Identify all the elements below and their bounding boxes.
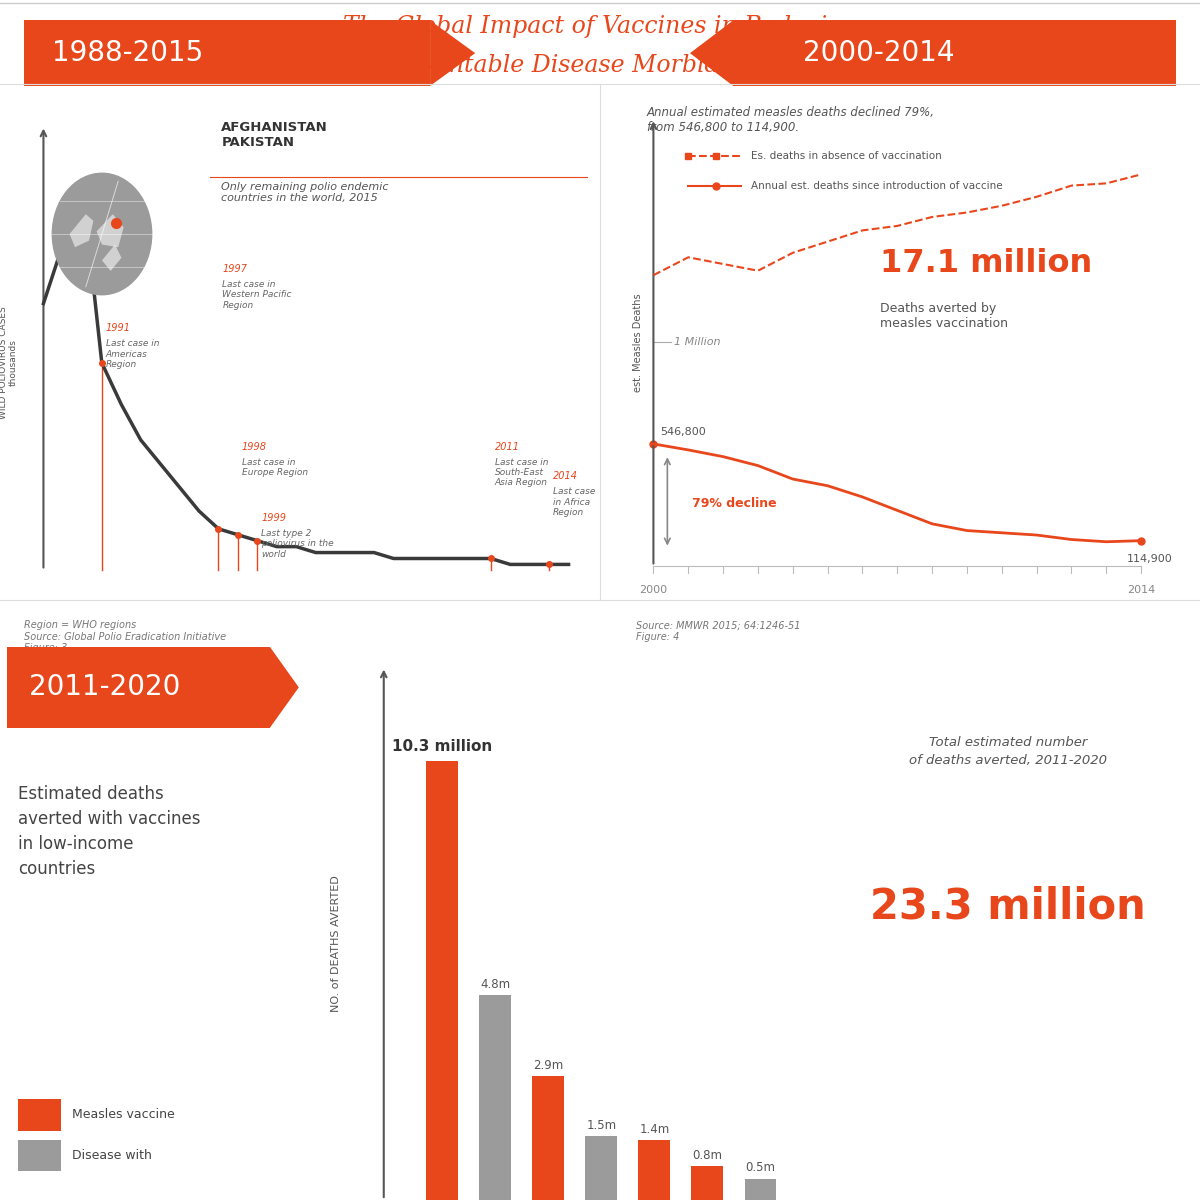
Text: 2.9m: 2.9m [533, 1058, 563, 1072]
Text: 1997: 1997 [222, 264, 247, 274]
Text: Only remaining polio endemic
countries in the world, 2015: Only remaining polio endemic countries i… [221, 181, 389, 203]
Bar [638, 1140, 671, 1200]
Text: 17.1 million: 17.1 million [880, 248, 1092, 280]
Text: Last case in
Americas
Region: Last case in Americas Region [106, 340, 160, 368]
FancyBboxPatch shape [18, 1140, 61, 1171]
Text: The Global Impact of Vaccines in Reducing: The Global Impact of Vaccines in Reducin… [343, 16, 857, 38]
Text: 1991: 1991 [106, 323, 131, 334]
Polygon shape [690, 20, 733, 86]
Text: 0.5m: 0.5m [745, 1162, 775, 1175]
Bar [691, 1166, 724, 1200]
Text: 2000-2014: 2000-2014 [803, 40, 955, 67]
Text: Measles vaccine: Measles vaccine [72, 1109, 175, 1121]
Polygon shape [96, 214, 124, 247]
Text: NO. of DEATHS AVERTED: NO. of DEATHS AVERTED [331, 876, 341, 1013]
Polygon shape [270, 647, 299, 727]
Text: 546,800: 546,800 [660, 427, 706, 437]
Bar [744, 1178, 776, 1200]
Text: 2014: 2014 [553, 472, 578, 481]
Text: AFGHANISTAN
PAKISTAN: AFGHANISTAN PAKISTAN [221, 121, 328, 149]
Text: 2014: 2014 [1127, 586, 1156, 595]
Text: 1999: 1999 [262, 512, 287, 523]
Text: 1 Million: 1 Million [674, 337, 721, 348]
Polygon shape [430, 20, 475, 86]
Text: Source: MMWR 2015; 64:1246-51
Figure: 4: Source: MMWR 2015; 64:1246-51 Figure: 4 [636, 620, 800, 642]
FancyBboxPatch shape [7, 647, 270, 727]
Text: Vaccine-Preventable Disease Morbidity and Mortality: Vaccine-Preventable Disease Morbidity an… [280, 54, 920, 77]
Text: Region = WHO regions
Source: Global Polio Eradication Initiative
Figure: 3: Region = WHO regions Source: Global Poli… [24, 620, 226, 653]
Text: Last case in
South-East
Asia Region: Last case in South-East Asia Region [494, 457, 548, 487]
Bar [586, 1136, 617, 1200]
Text: 10.3 million: 10.3 million [392, 739, 492, 754]
Text: Last type 2
poliovirus in the
world: Last type 2 poliovirus in the world [262, 529, 334, 559]
Text: Annual est. deaths since introduction of vaccine: Annual est. deaths since introduction of… [751, 180, 1002, 191]
Text: Last case
in Africa
Region: Last case in Africa Region [553, 487, 595, 517]
Polygon shape [70, 214, 94, 247]
Text: Total estimated number
of deaths averted, 2011-2020: Total estimated number of deaths averted… [910, 736, 1108, 767]
Text: Last case in
Europe Region: Last case in Europe Region [242, 457, 308, 478]
Text: 2011-2020: 2011-2020 [29, 673, 180, 701]
Text: Deaths averted by
measles vaccination: Deaths averted by measles vaccination [880, 302, 1008, 330]
Text: Annual estimated measles deaths declined 79%,
from 546,800 to 114,900.: Annual estimated measles deaths declined… [647, 106, 935, 134]
Text: est. Measles Deaths: est. Measles Deaths [632, 293, 643, 391]
Text: Disease with: Disease with [72, 1148, 152, 1162]
Text: Last case in
Western Pacific
Region: Last case in Western Pacific Region [222, 280, 292, 310]
Text: Es. deaths in absence of vaccination: Es. deaths in absence of vaccination [751, 151, 942, 162]
Text: 114,900: 114,900 [1127, 554, 1172, 564]
Text: WILD POLIOVIRUS CASES
thousands: WILD POLIOVIRUS CASES thousands [0, 306, 18, 419]
Text: 1.4m: 1.4m [640, 1123, 670, 1136]
Bar [426, 761, 458, 1200]
Text: 2011: 2011 [494, 442, 520, 451]
Circle shape [53, 173, 151, 295]
Polygon shape [102, 245, 121, 271]
Text: Estimated deaths
averted with vaccines
in low-income
countries: Estimated deaths averted with vaccines i… [18, 785, 200, 878]
Text: 79% decline: 79% decline [691, 497, 776, 510]
Text: 4.8m: 4.8m [480, 978, 510, 991]
FancyBboxPatch shape [733, 20, 1176, 86]
Text: 2000: 2000 [640, 586, 667, 595]
Text: 23.3 million: 23.3 million [870, 886, 1146, 928]
Text: 1998: 1998 [242, 442, 266, 451]
Bar [479, 995, 511, 1200]
Bar [533, 1076, 564, 1200]
Text: 0.8m: 0.8m [692, 1148, 722, 1162]
FancyBboxPatch shape [24, 20, 430, 86]
Text: 1.5m: 1.5m [587, 1118, 617, 1132]
FancyBboxPatch shape [18, 1099, 61, 1130]
Text: 1988-2015: 1988-2015 [53, 40, 204, 67]
